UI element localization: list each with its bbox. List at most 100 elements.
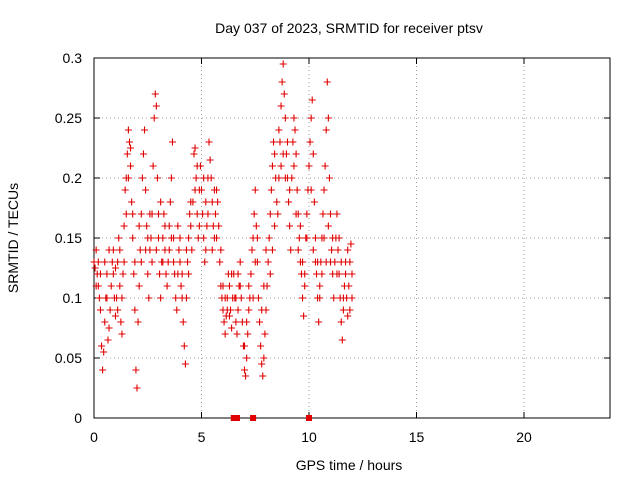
data-point: [299, 294, 307, 302]
data-point: [152, 102, 160, 110]
data-point: [184, 258, 192, 266]
data-point: [114, 306, 122, 314]
data-point: [148, 258, 156, 266]
data-point: [280, 90, 288, 98]
data-point: [106, 306, 114, 314]
data-point: [117, 318, 125, 326]
data-point: [114, 258, 122, 266]
data-point: [328, 246, 336, 254]
data-point: [234, 306, 242, 314]
data-point: [276, 138, 284, 146]
data-point: [268, 246, 276, 254]
data-point: [167, 174, 175, 182]
data-point: [135, 282, 143, 290]
data-point: [131, 306, 139, 314]
x-tick-label: 0: [90, 429, 98, 445]
data-point: [152, 246, 160, 254]
data-point: [201, 258, 209, 266]
data-point: [234, 270, 242, 278]
data-point: [127, 162, 135, 170]
data-point: [104, 336, 112, 344]
data-point: [191, 144, 199, 152]
data-point: [284, 138, 291, 146]
data-point: [146, 210, 154, 218]
data-point-square: [230, 415, 237, 421]
data-point: [346, 306, 354, 314]
data-point: [101, 258, 109, 266]
data-point: [330, 294, 338, 302]
data-point: [204, 210, 212, 218]
data-point: [200, 174, 208, 182]
data-point: [342, 270, 350, 278]
data-point: [163, 282, 171, 290]
data-point: [205, 138, 213, 146]
data-point: [190, 150, 198, 158]
data-point: [96, 306, 104, 314]
data-point: [133, 384, 141, 392]
data-point: [149, 162, 157, 170]
data-point: [293, 186, 301, 194]
data-point: [335, 234, 343, 242]
data-point: [273, 198, 281, 206]
data-point: [245, 282, 253, 290]
data-point: [91, 264, 99, 272]
data-point: [92, 282, 100, 290]
data-point: [309, 150, 317, 158]
data-point: [311, 258, 319, 266]
data-point: [109, 270, 117, 278]
data-point: [278, 78, 286, 86]
data-point: [337, 258, 345, 266]
data-point: [182, 246, 190, 254]
data-point: [207, 174, 215, 182]
data-point: [120, 258, 128, 266]
data-point: [179, 318, 187, 326]
data-point: [98, 342, 106, 350]
data-point: [122, 210, 130, 218]
data-point: [296, 222, 304, 230]
data-point: [243, 354, 251, 362]
data-point: [233, 330, 241, 338]
data-point: [103, 270, 111, 278]
data-point: [128, 198, 136, 206]
data-point: [155, 210, 162, 218]
data-point: [270, 138, 278, 146]
data-point: [243, 318, 251, 326]
data-point: [203, 222, 211, 230]
data-point: [345, 282, 353, 290]
data-point: [337, 318, 345, 326]
data-point: [248, 246, 256, 254]
data-point: [92, 246, 100, 254]
data-point: [141, 126, 149, 134]
data-point: [120, 222, 128, 230]
data-point: [232, 294, 240, 302]
data-point: [96, 270, 104, 278]
data-point: [202, 246, 210, 254]
data-point: [177, 282, 185, 290]
data-point: [268, 162, 276, 170]
data-point: [195, 222, 203, 230]
data-point: [347, 240, 355, 248]
data-point: [176, 234, 184, 242]
data-point: [165, 246, 173, 254]
data-point: [301, 270, 309, 278]
data-point: [182, 294, 190, 302]
data-point: [242, 372, 250, 380]
data-point: [191, 186, 199, 194]
data-point: [311, 234, 319, 242]
y-tick-label: 0.15: [55, 230, 82, 246]
data-point: [185, 234, 193, 242]
data-point: [107, 282, 115, 290]
data-point: [105, 324, 113, 332]
data-point: [338, 336, 346, 344]
data-point: [323, 78, 331, 86]
data-point: [166, 198, 174, 206]
y-tick-label: 0.2: [63, 170, 83, 186]
data-point: [137, 210, 145, 218]
data-point: [129, 210, 137, 218]
data-point: [299, 258, 307, 266]
data-point: [125, 138, 133, 146]
data-point: [292, 150, 300, 158]
data-point: [187, 198, 195, 206]
data-point: [315, 318, 323, 326]
data-point: [144, 270, 152, 278]
